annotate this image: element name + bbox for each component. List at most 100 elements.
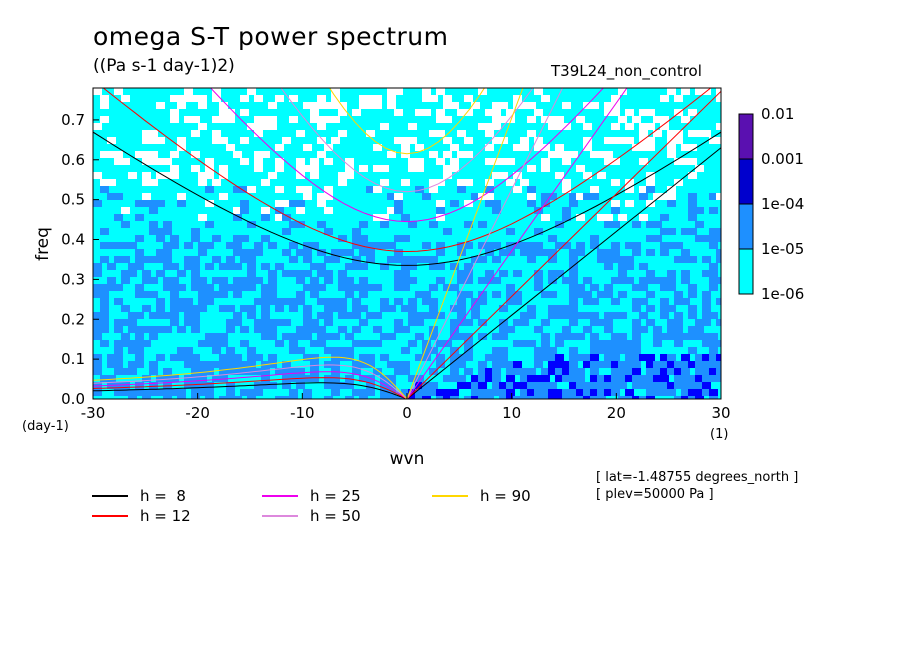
heatmap-cell — [345, 263, 354, 270]
heatmap-cell — [506, 368, 515, 375]
heatmap-cell — [149, 179, 158, 186]
heatmap-cell — [366, 284, 375, 291]
heatmap-cell — [261, 151, 270, 158]
heatmap-cell — [163, 158, 172, 165]
heatmap-cell — [646, 179, 655, 186]
heatmap-cell — [625, 375, 634, 382]
heatmap-cell — [611, 207, 620, 214]
heatmap-cell — [485, 123, 494, 130]
heatmap-cell — [604, 256, 613, 263]
heatmap-cell — [709, 389, 718, 396]
heatmap-cell — [310, 172, 319, 179]
heatmap-cell — [709, 137, 718, 144]
heatmap-cell — [114, 319, 123, 326]
heatmap-cell — [506, 389, 515, 396]
heatmap-cell — [247, 354, 256, 361]
y-axis-label: freq — [33, 227, 53, 261]
heatmap-cell — [212, 130, 221, 137]
kelvin-line — [406, 88, 564, 399]
heatmap-cell — [282, 249, 291, 256]
heatmap-cell — [387, 207, 396, 214]
heatmap-cell — [317, 298, 326, 305]
heatmap-cell — [499, 389, 508, 396]
heatmap-cell — [163, 326, 172, 333]
heatmap-cell — [611, 298, 620, 305]
heatmap-cell — [394, 298, 403, 305]
heatmap-cell — [527, 368, 536, 375]
heatmap-cell — [667, 130, 676, 137]
heatmap-cell — [611, 382, 620, 389]
heatmap-cell — [485, 109, 494, 116]
heatmap-cell — [653, 235, 662, 242]
heatmap-cell — [394, 326, 403, 333]
heatmap-cell — [128, 389, 137, 396]
heatmap-cell — [674, 291, 683, 298]
heatmap-cell — [569, 193, 578, 200]
heatmap-cell — [170, 354, 179, 361]
heatmap-cell — [198, 340, 207, 347]
heatmap-cell — [464, 333, 473, 340]
heatmap-cell — [184, 305, 193, 312]
heatmap-cell — [527, 193, 536, 200]
heatmap-cell — [562, 151, 571, 158]
heatmap-cell — [667, 277, 676, 284]
heatmap-cell — [457, 270, 466, 277]
heatmap-cell — [492, 158, 501, 165]
heatmap-cell — [338, 130, 347, 137]
heatmap-cell — [583, 144, 592, 151]
heatmap-cell — [422, 291, 431, 298]
heatmap-cell — [436, 207, 445, 214]
heatmap-cell — [366, 95, 375, 102]
heatmap-cell — [366, 389, 375, 396]
heatmap-cell — [436, 116, 445, 123]
heatmap-cell — [611, 123, 620, 130]
heatmap-cell — [569, 333, 578, 340]
heatmap-cell — [142, 172, 151, 179]
heatmap-cell — [380, 375, 389, 382]
heatmap-cell — [100, 340, 109, 347]
heatmap-cell — [639, 277, 648, 284]
rossby-curve — [93, 377, 408, 399]
heatmap-cell — [387, 389, 396, 396]
heatmap-cell — [660, 284, 669, 291]
heatmap-cell — [464, 354, 473, 361]
heatmap-cell — [464, 368, 473, 375]
heatmap-cell — [149, 312, 158, 319]
heatmap-cell — [177, 326, 186, 333]
heatmap-cell — [408, 263, 417, 270]
heatmap-cell — [100, 228, 109, 235]
heatmap-cell — [359, 263, 368, 270]
heatmap-cell — [212, 291, 221, 298]
heatmap-cell — [324, 312, 333, 319]
heatmap-cell — [492, 109, 501, 116]
heatmap-cell — [618, 333, 627, 340]
heatmap-cell — [583, 396, 592, 399]
heatmap-cell — [261, 284, 270, 291]
colorbar-label: 1e-06 — [761, 285, 804, 303]
heatmap-cell — [345, 333, 354, 340]
heatmap-cell — [667, 88, 676, 95]
heatmap-cell — [401, 368, 410, 375]
heatmap-cell — [464, 151, 473, 158]
heatmap-cell — [681, 396, 690, 399]
heatmap-cell — [121, 389, 130, 396]
heatmap-cell — [114, 158, 123, 165]
heatmap-cell — [331, 137, 340, 144]
heatmap-cell — [142, 375, 151, 382]
heatmap-cell — [429, 151, 438, 158]
heatmap-cell — [555, 389, 564, 396]
heatmap-cell — [254, 165, 263, 172]
heatmap-cell — [702, 340, 711, 347]
heatmap-cell — [464, 340, 473, 347]
heatmap-cell — [212, 137, 221, 144]
heatmap-cell — [289, 242, 298, 249]
heatmap-cell — [198, 95, 207, 102]
heatmap-cell — [646, 354, 655, 361]
heatmap-cell — [317, 270, 326, 277]
x-tick-label: -30 — [81, 404, 106, 422]
heatmap-cell — [254, 326, 263, 333]
heatmap-cell — [338, 284, 347, 291]
heatmap-cell — [646, 291, 655, 298]
heatmap-cell — [436, 340, 445, 347]
heatmap-cell — [100, 291, 109, 298]
